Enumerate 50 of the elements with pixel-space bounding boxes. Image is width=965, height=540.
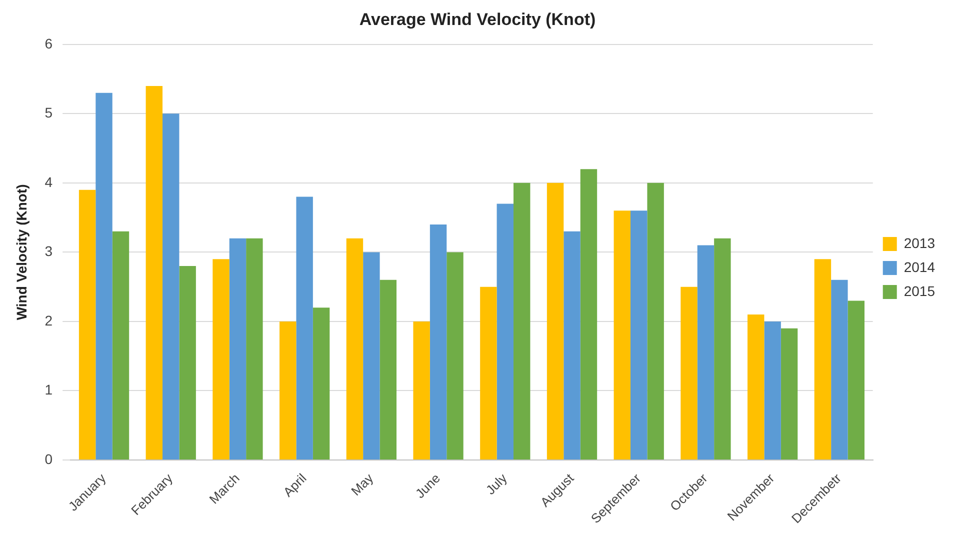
legend-label: 2013 [904, 234, 936, 251]
bar [413, 321, 430, 460]
bar [179, 266, 196, 460]
bar [848, 300, 864, 460]
bar [630, 210, 648, 460]
bar [146, 86, 163, 460]
y-tick-label: 1 [44, 382, 53, 398]
bar [780, 328, 798, 460]
bar [680, 286, 698, 460]
bar [714, 238, 731, 460]
bar [580, 169, 598, 460]
y-tick-label: 2 [44, 312, 53, 328]
bar [764, 321, 781, 460]
bar [496, 204, 514, 460]
bar [363, 252, 380, 460]
y-tick-label: 0 [44, 450, 53, 467]
bar [430, 224, 447, 460]
bar [346, 238, 364, 460]
bar [814, 259, 832, 460]
bar [212, 259, 230, 460]
bar [614, 210, 631, 460]
bar [546, 182, 564, 460]
bar [312, 308, 330, 460]
bar [564, 231, 580, 460]
bar [246, 238, 263, 460]
bar [112, 231, 130, 460]
bar [96, 92, 112, 460]
y-tick-label: 6 [44, 35, 53, 52]
y-tick-label: 3 [44, 243, 53, 260]
bar [446, 252, 464, 460]
bar [647, 182, 664, 460]
bar [480, 286, 497, 460]
legend-label: 2015 [904, 282, 936, 299]
x-tick-label: July [482, 470, 510, 498]
y-tick-label: 4 [44, 174, 53, 190]
x-tick-label: May [348, 470, 376, 499]
bar [229, 238, 246, 460]
bar [78, 190, 96, 460]
bar [697, 245, 714, 460]
bar [514, 182, 530, 460]
legend-label: 2014 [904, 258, 936, 275]
y-tick-label: 5 [44, 104, 53, 121]
bar [280, 321, 296, 460]
bar [831, 280, 848, 460]
bar [380, 280, 397, 460]
y-axis-title: Wind Velocity (Knot) [13, 184, 30, 320]
chart-title: Average Wind Velocity (Knot) [359, 10, 596, 29]
bar [162, 114, 180, 460]
bar [748, 314, 764, 460]
bar [296, 196, 313, 460]
